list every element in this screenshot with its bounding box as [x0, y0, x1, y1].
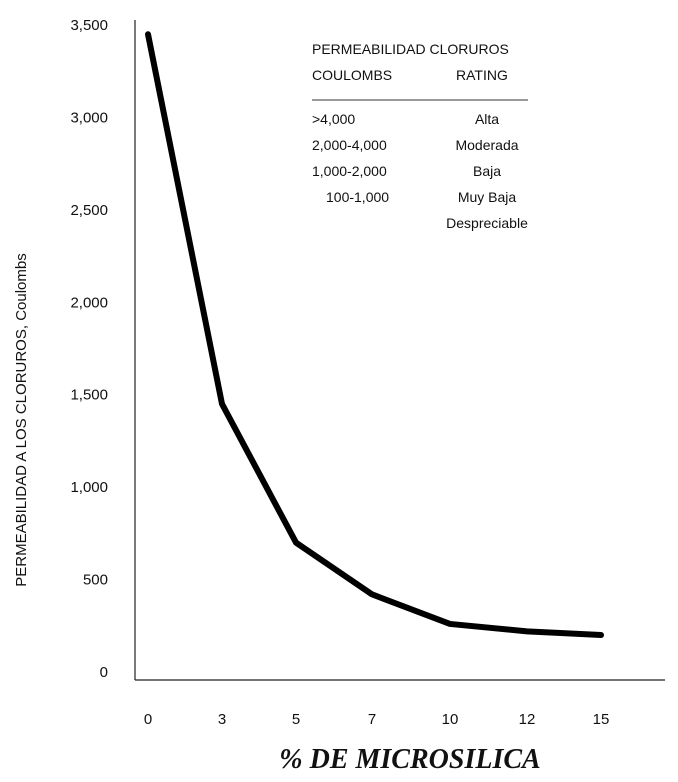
legend-rating: Alta [475, 111, 499, 127]
y-tick-label: 500 [83, 572, 108, 589]
data-point [525, 629, 529, 634]
x-tick-label: 5 [292, 711, 300, 728]
data-point [294, 540, 298, 545]
legend-coulombs: >4,000 [312, 111, 355, 127]
x-tick-label: 0 [144, 711, 152, 728]
x-tick-label: 12 [519, 711, 536, 728]
x-axis-label: % DE MICROSILICA [279, 744, 540, 775]
y-tick-label: 2,500 [70, 202, 108, 219]
data-point [220, 401, 224, 406]
x-tick-label: 3 [218, 711, 226, 728]
legend-rating: Baja [473, 163, 501, 179]
legend-rating: Muy Baja [458, 189, 517, 205]
series [145, 31, 604, 639]
data-point [370, 592, 374, 597]
y-tick-label: 1,500 [70, 387, 108, 404]
legend-header-coulombs: COULOMBS [312, 67, 392, 83]
legend-coulombs: 2,000-4,000 [312, 137, 387, 153]
x-tick-label: 7 [368, 711, 376, 728]
y-tick-label: 2,000 [70, 294, 108, 311]
legend-table: PERMEABILIDAD CLORUROS COULOMBS RATING >… [312, 41, 528, 231]
y-tick-label: 3,500 [70, 17, 108, 34]
y-axis-label: PERMEABILIDAD A LOS CLORUROS, Coulombs [13, 253, 30, 586]
legend-rating: Moderada [455, 137, 518, 153]
x-tick-labels: 0 3 5 7 10 12 15 [144, 711, 610, 728]
y-tick-label: 1,000 [70, 479, 108, 496]
data-point [599, 633, 603, 638]
data-point [146, 32, 150, 37]
legend-coulombs: 1,000-2,000 [312, 163, 387, 179]
legend-title: PERMEABILIDAD CLORUROS [312, 41, 509, 57]
legend-header-rating: RATING [456, 67, 508, 83]
axes [134, 20, 665, 681]
legend-rating: Despreciable [446, 215, 528, 231]
y-tick-labels: 0 500 1,000 1,500 2,000 2,500 3,000 3,500 [70, 17, 108, 681]
y-tick-label: 3,000 [70, 109, 108, 126]
data-point [448, 621, 452, 626]
series-line [145, 31, 604, 639]
y-tick-label: 0 [100, 664, 108, 681]
x-tick-label: 15 [593, 711, 610, 728]
legend-coulombs: 100-1,000 [326, 189, 389, 205]
x-tick-label: 10 [442, 711, 459, 728]
